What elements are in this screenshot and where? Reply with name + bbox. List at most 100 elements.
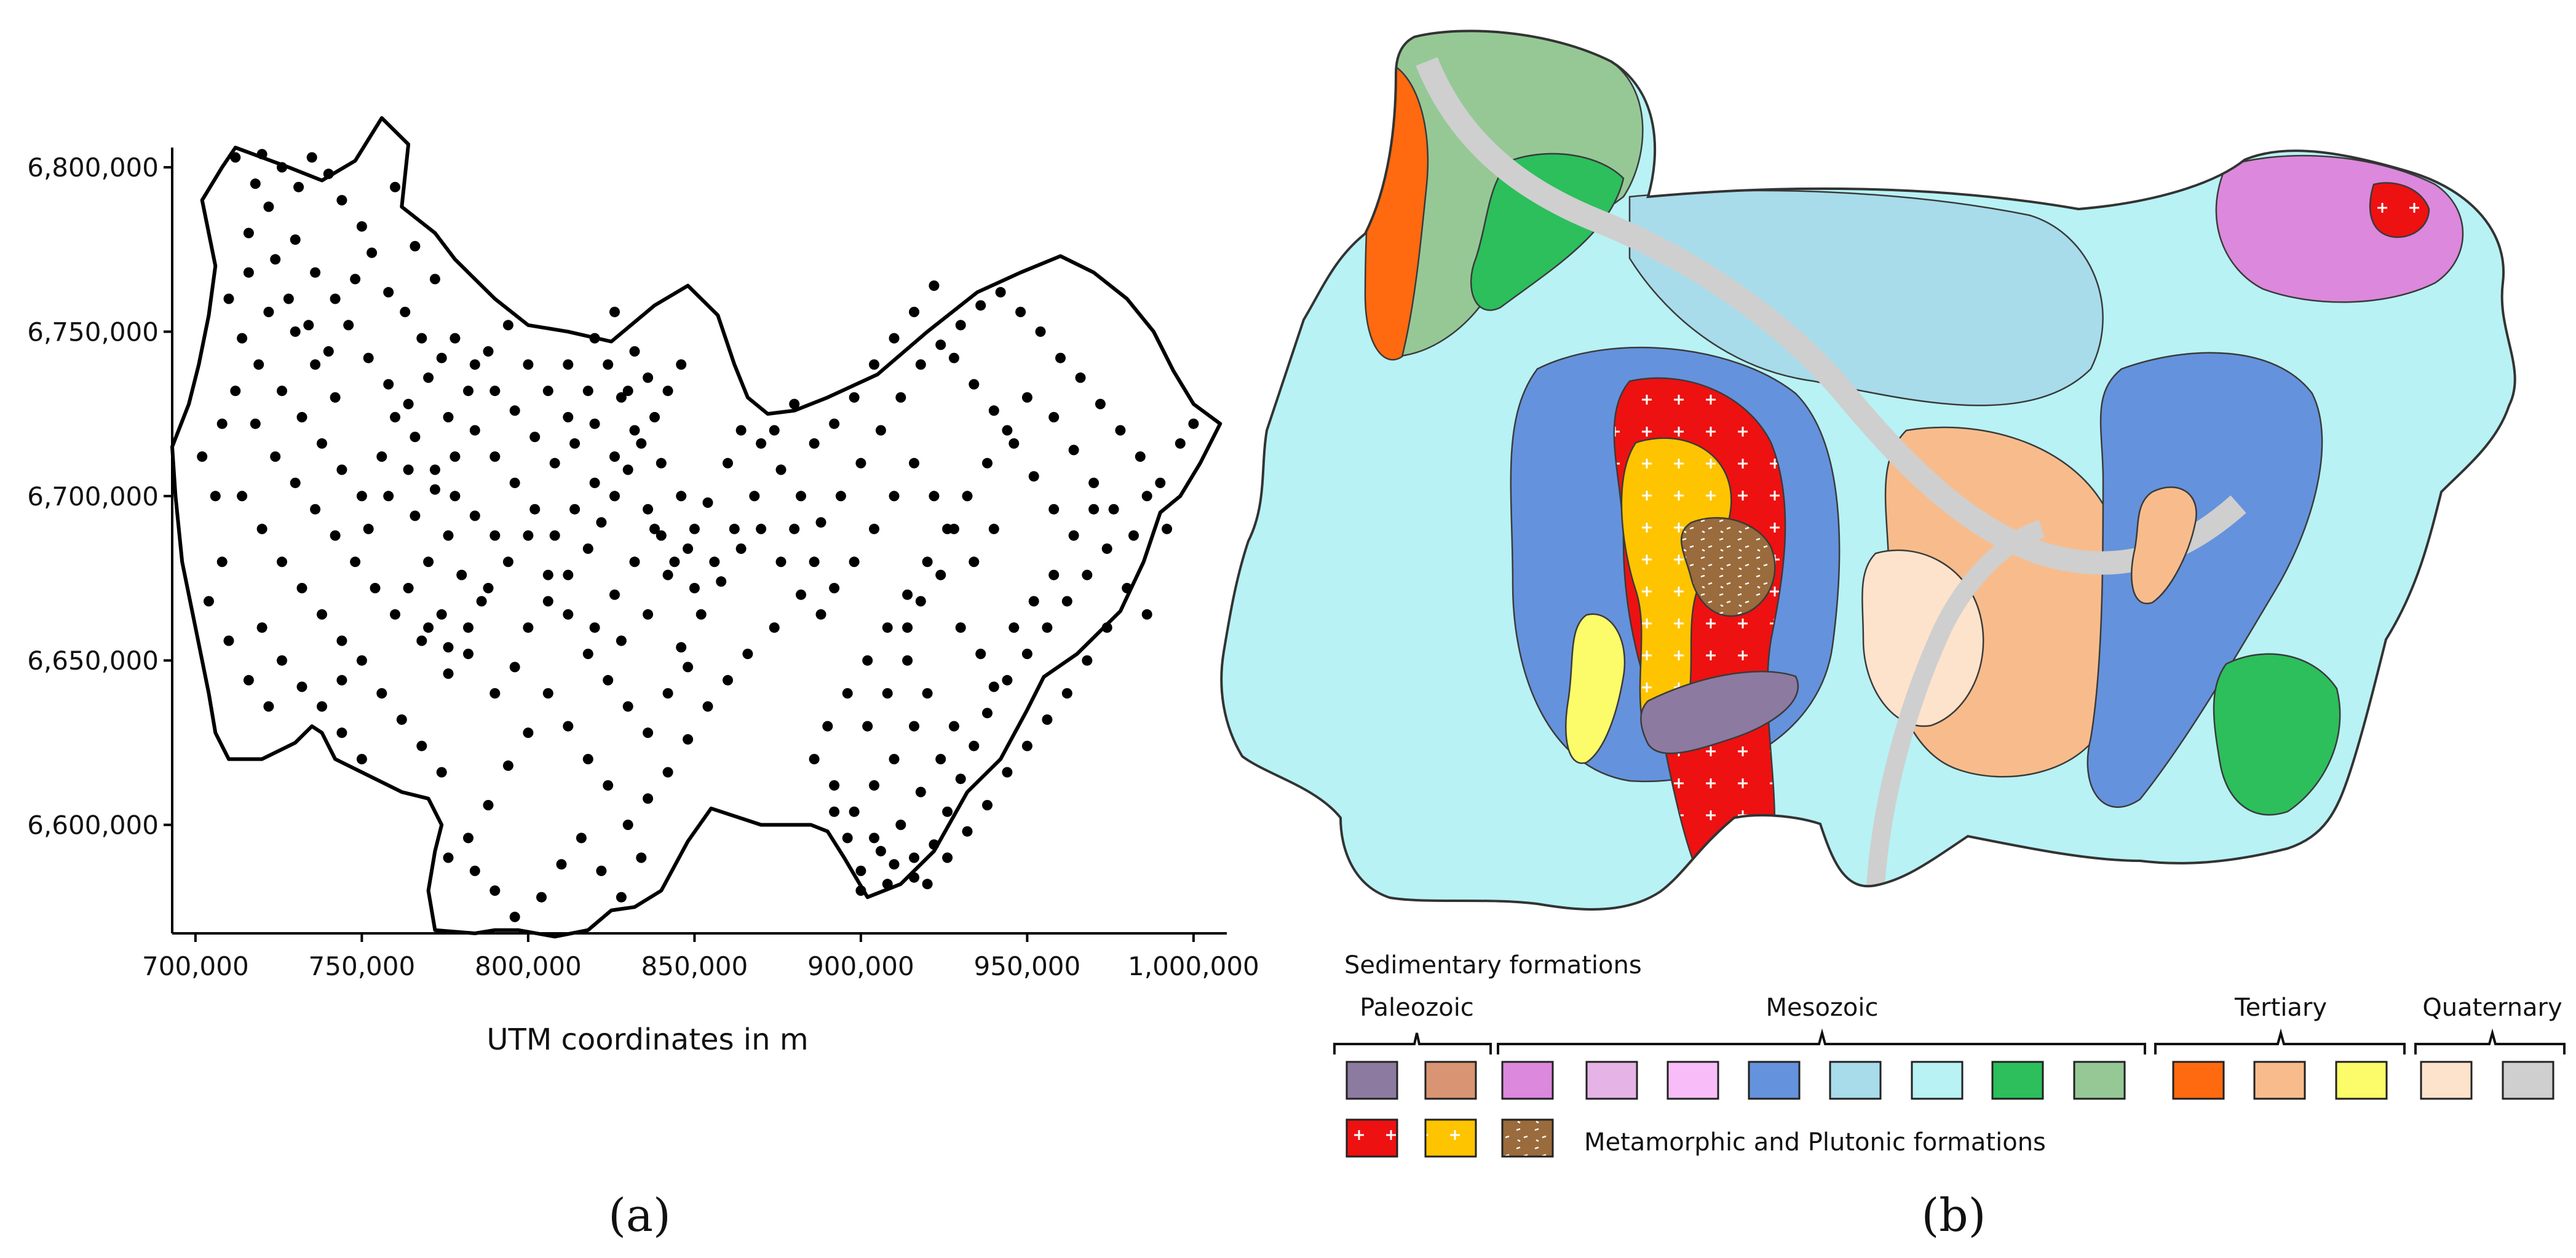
legend-swatch-quaternary [2502,1061,2554,1100]
sample-point [609,589,620,600]
sample-point [1141,609,1152,620]
sample-point [689,583,700,593]
sample-point [589,477,600,488]
sample-point [1188,418,1199,429]
sample-point [310,504,321,515]
sample-point [336,464,347,475]
x-axis-ticks: 700,000 750,000 800,000 850,000 900,000 950,0… [142,933,1259,981]
sample-point [829,418,840,429]
sample-point [1021,392,1032,403]
sample-point [629,425,640,436]
sample-point [676,491,687,502]
sample-point [582,543,593,554]
sample-point [915,786,926,797]
map-zone-northeast-red [2369,182,2430,239]
sample-point [253,359,264,370]
sample-point [1082,569,1093,580]
sample-point [1002,425,1013,436]
sample-point [882,688,893,699]
sample-point [716,576,727,587]
sample-point [556,859,567,870]
sample-point [1061,596,1072,607]
sample-point [216,556,228,568]
sample-point [390,181,400,192]
sample-point [1141,491,1152,502]
sample-point [855,885,866,896]
sample-point [436,609,447,620]
sample-point [889,859,900,870]
sample-point [915,359,926,370]
sample-point [1009,438,1020,449]
sample-point [529,504,541,515]
sample-point [1028,596,1039,607]
sample-point [855,457,866,469]
sample-point [509,405,520,416]
sample-point [749,491,760,502]
x-tick-label: 700,000 [142,951,249,981]
sample-point [662,767,673,778]
sample-point [902,589,913,600]
sample-point [383,287,394,298]
sample-point [662,569,673,580]
sample-point [649,412,660,422]
sample-point [669,556,680,568]
sample-point [1015,306,1026,317]
sample-point [1048,412,1060,422]
sample-point [1021,649,1032,659]
sample-point [796,491,806,502]
sample-point [809,556,820,568]
sample-point [676,359,687,370]
x-tick-label: 800,000 [475,951,582,981]
sample-point [489,885,501,896]
sample-point [243,227,254,239]
sample-point [889,754,900,765]
sample-point [469,425,480,436]
legend-metamorphic-swatches [1345,1118,1554,1158]
sample-point [237,491,248,502]
sample-point [296,412,307,422]
sample-point [529,432,541,443]
sample-point [676,642,687,653]
sample-point [542,688,553,699]
sample-point [463,386,474,397]
sample-point [829,780,840,791]
legend-swatch-mesozoic [1991,1061,2044,1100]
legend-swatch-mesozoic [1501,1061,1554,1100]
sample-point [643,504,654,515]
legend-brace-quaternary [2414,1028,2566,1054]
sample-point [869,523,879,534]
sample-point [849,392,860,403]
sample-point [935,339,946,350]
sample-point [270,254,281,265]
legend-swatch-pattern [1503,1120,1552,1156]
sample-point [796,589,806,600]
sample-point [922,688,933,699]
sample-point [204,596,214,607]
sample-point [330,392,341,403]
sample-point [622,820,633,830]
sample-point [622,464,633,475]
sample-point [469,865,480,876]
sample-point [769,622,780,633]
sample-point [909,306,919,317]
sample-point [735,425,747,436]
sample-point [1042,714,1053,725]
sample-point [829,806,840,817]
sample-point [456,569,467,580]
sample-point [1155,477,1166,488]
sample-point [483,583,494,593]
legend-swatch-tertiary [2172,1061,2225,1100]
sample-point [1162,523,1173,534]
sample-point [849,806,860,817]
sample-point [356,754,367,765]
sample-point [436,767,447,778]
sample-point [869,780,879,791]
sample-point [922,879,933,890]
sample-point [423,622,434,633]
sample-point [589,418,600,429]
sample-point [829,583,840,593]
panel-label-a: (a) [608,1189,671,1242]
y-tick-label: 6,700,000 [27,481,159,512]
sample-point [350,556,361,568]
sample-point [869,833,879,844]
